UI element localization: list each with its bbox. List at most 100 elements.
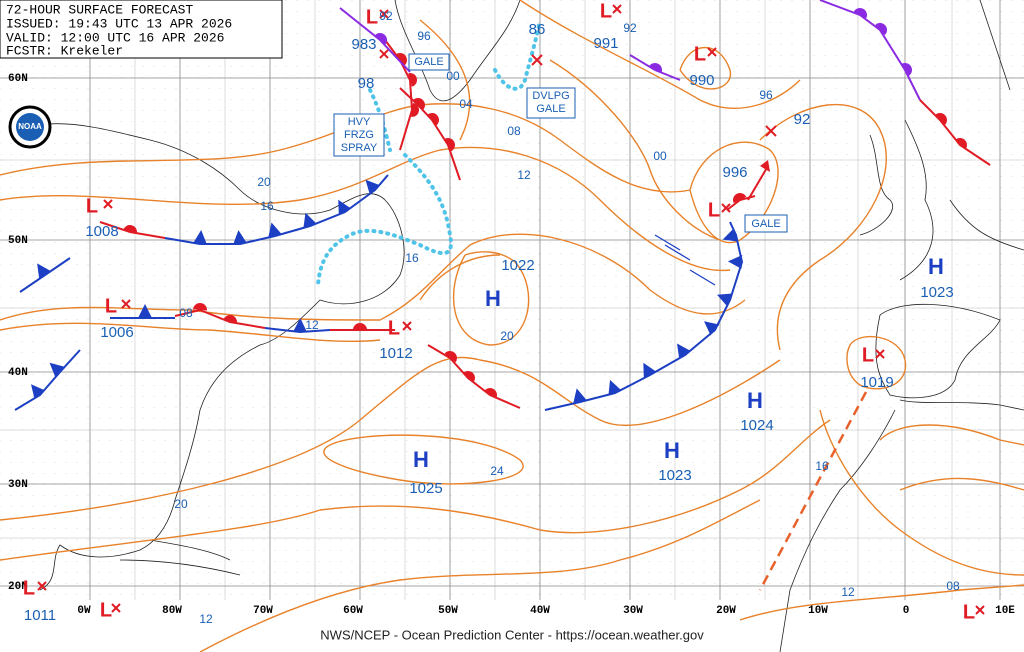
center-pressure: 983: [351, 36, 376, 53]
center-symbol: L: [86, 195, 98, 217]
isobar-label: 20: [174, 497, 188, 511]
center-symbol: L: [708, 199, 720, 221]
warning-text: HVY: [348, 116, 371, 128]
lon-label: 70W: [253, 605, 273, 617]
header-line: 72-HOUR SURFACE FORECAST: [6, 2, 193, 17]
other-labels: 98 92 96 86 92 92: [358, 9, 811, 128]
warning-box: [744, 214, 788, 233]
center-symbol: H: [413, 447, 429, 472]
lon-label: 0: [903, 605, 910, 617]
pressure-label: 96: [417, 29, 431, 43]
isobar-label: 24: [490, 464, 504, 478]
lon-label: 20W: [716, 605, 736, 617]
logo-text: NOAA: [18, 122, 42, 131]
isobar-labels: 20 16 08 12 16 20 04 08 12 00 96 00 24 2…: [174, 69, 960, 626]
warning-box: [526, 87, 576, 119]
header: 72-HOUR SURFACE FORECAST ISSUED: 19:43 U…: [0, 0, 283, 59]
warning-text: SPRAY: [341, 142, 378, 154]
warning-text: GALE: [536, 103, 565, 115]
lon-label: 10E: [995, 605, 1015, 617]
center-symbol: H: [747, 388, 763, 413]
lat-label: 60N: [8, 73, 28, 85]
ice-edge: [316, 18, 542, 287]
center-symbol: L: [366, 6, 378, 28]
center-pressure: 1022: [501, 257, 534, 274]
center-pressure: 1023: [920, 284, 953, 301]
center-pressure: 1012: [379, 345, 412, 362]
center-symbol: L: [600, 0, 612, 22]
center-symbol: L: [100, 599, 112, 621]
lon-label: 10W: [808, 605, 828, 617]
pressure-label: 92: [623, 21, 637, 35]
center-pressure: 1011: [24, 607, 56, 624]
pressure-label: 86: [529, 21, 546, 38]
center-symbol: L: [105, 295, 117, 317]
header-box: [0, 0, 283, 59]
center-pressure: 991: [593, 35, 618, 52]
lon-label: 0W: [77, 605, 91, 617]
lon-label: 60W: [343, 605, 363, 617]
lat-label: 50N: [8, 235, 28, 247]
lon-label: 50W: [438, 605, 458, 617]
isobar-label: 08: [179, 306, 193, 320]
isobar-label: 00: [446, 69, 460, 83]
lon-label: 40W: [530, 605, 550, 617]
warning-box: [333, 113, 385, 157]
pressure-label: 92: [794, 111, 811, 128]
center-symbol: L: [388, 317, 400, 339]
pressure-label: 98: [358, 75, 375, 92]
header-line: FCSTR: Krekeler: [6, 43, 123, 58]
warnings: GALE HVY FRZG SPRAY DVLPG GALE GALE: [333, 53, 788, 233]
lat-labels: 60N 50N 40N 30N 20N: [8, 73, 28, 593]
lon-labels: 0W 80W 70W 60W 50W 40W 30W 20W 10W 0 10E: [77, 605, 1015, 617]
isobar-label: 08: [946, 579, 960, 593]
isobar-label: 20: [500, 329, 514, 343]
isobar-label: 16: [815, 459, 829, 473]
center-pressure: 1019: [860, 374, 893, 391]
center-symbol: L: [963, 601, 975, 623]
warning-text: FRZG: [344, 129, 374, 141]
center-symbol: H: [485, 286, 501, 311]
center-pressure: 996: [722, 164, 747, 181]
center-symbol: L: [862, 344, 874, 366]
label-bg: [17, 605, 65, 625]
header-line: ISSUED: 19:43 UTC 13 APR 2026: [6, 16, 232, 31]
lon-label: 30W: [623, 605, 643, 617]
center-symbol: L: [694, 43, 706, 65]
isobar-label: 96: [759, 88, 773, 102]
center-symbol: H: [664, 438, 680, 463]
isobar-label: 16: [260, 199, 274, 213]
warning-text: GALE: [751, 218, 780, 230]
isobar-label: 00: [653, 149, 667, 163]
isobar-label: 12: [841, 585, 855, 599]
isobar-label: 12: [517, 168, 531, 182]
lat-label: 20N: [8, 581, 28, 593]
lat-label: 40N: [8, 367, 28, 379]
warning-box: [408, 53, 450, 71]
isobar-label: 04: [459, 97, 473, 111]
center-pressure: 1023: [658, 467, 691, 484]
center-pressure: 990: [689, 72, 714, 89]
pressure-centers: L 1008 L 1006 L 1012 L 1011 L L 983 H 10…: [17, 0, 975, 625]
header-line: VALID: 12:00 UTC 16 APR 2026: [6, 30, 224, 45]
lat-label: 30N: [8, 479, 28, 491]
lon-label: 80W: [162, 605, 182, 617]
center-symbol: L: [23, 577, 35, 599]
isobar-label: 08: [507, 124, 521, 138]
center-pressure: 1024: [740, 417, 773, 434]
isobar-label: 12: [199, 612, 213, 626]
center-pressure: 1006: [100, 324, 133, 341]
isobar-label: 20: [257, 175, 271, 189]
center-marks: [37, 4, 985, 615]
pressure-label: 92: [379, 9, 393, 23]
fronts: [14, 0, 991, 591]
isobar-label: 16: [405, 251, 419, 265]
center-pressure: 1008: [85, 223, 118, 240]
noaa-logo: NOAA: [8, 105, 52, 149]
footer: NWS/NCEP - Ocean Prediction Center - htt…: [320, 627, 704, 642]
warning-text: GALE: [414, 56, 443, 68]
